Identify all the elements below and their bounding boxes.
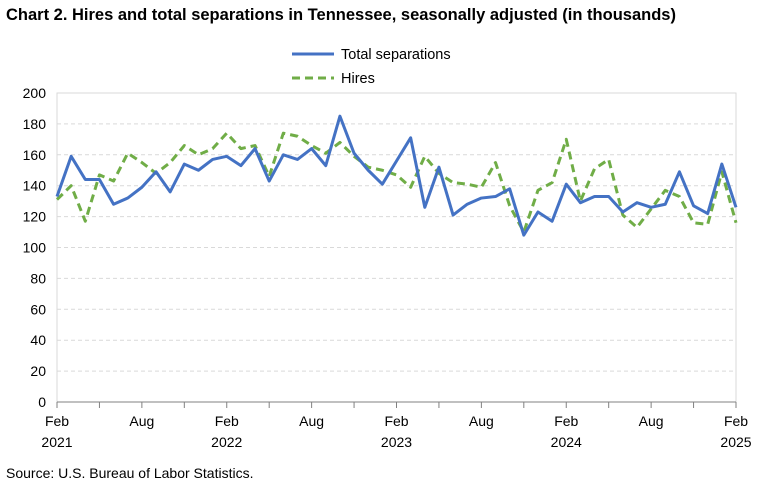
y-tick-label: 160: [23, 147, 47, 163]
axes: 0 20 40 60 80 100 120 140 160 180 200 Feb 2021 Aug Feb…: [23, 85, 752, 450]
x-tick-year-label: 2021: [41, 434, 72, 450]
y-tick-label: 120: [23, 209, 47, 225]
x-tick-label: Feb: [554, 413, 578, 429]
x-tick-year-label: 2024: [551, 434, 582, 450]
y-tick-label: 60: [30, 301, 46, 317]
y-tick-label: 180: [23, 116, 47, 132]
legend: Total separations Hires: [292, 47, 451, 87]
x-tick-label: Feb: [384, 413, 408, 429]
y-tick-label: 100: [23, 240, 47, 256]
x-tick-year-label: 2022: [211, 434, 242, 450]
series-line-total-separations: [55, 114, 738, 237]
y-tick-label: 0: [38, 394, 46, 410]
x-tick-label: Feb: [724, 413, 748, 429]
x-tick-year-label: 2023: [381, 434, 412, 450]
y-tick-label: 80: [30, 270, 46, 286]
series-line-hires: [55, 131, 738, 234]
chart-title: Chart 2. Hires and total separations in …: [6, 6, 676, 24]
y-tick-label: 140: [23, 178, 47, 194]
x-tick-label: Aug: [299, 413, 324, 429]
legend-label-total-separations: Total separations: [341, 47, 451, 63]
legend-label-hires: Hires: [341, 71, 375, 87]
y-tick-label: 20: [30, 363, 46, 379]
y-tick-label: 200: [23, 85, 47, 101]
x-tick-label: Aug: [129, 413, 154, 429]
y-tick-label: 40: [30, 332, 46, 348]
x-tick-label: Feb: [215, 413, 239, 429]
x-tick-year-label: 2025: [720, 434, 751, 450]
series-group: [55, 114, 738, 237]
x-tick-label: Aug: [469, 413, 494, 429]
x-tick-label: Feb: [45, 413, 69, 429]
x-tick-label: Aug: [639, 413, 664, 429]
source-note: Source: U.S. Bureau of Labor Statistics.: [6, 465, 254, 481]
gridlines: [56, 92, 737, 403]
